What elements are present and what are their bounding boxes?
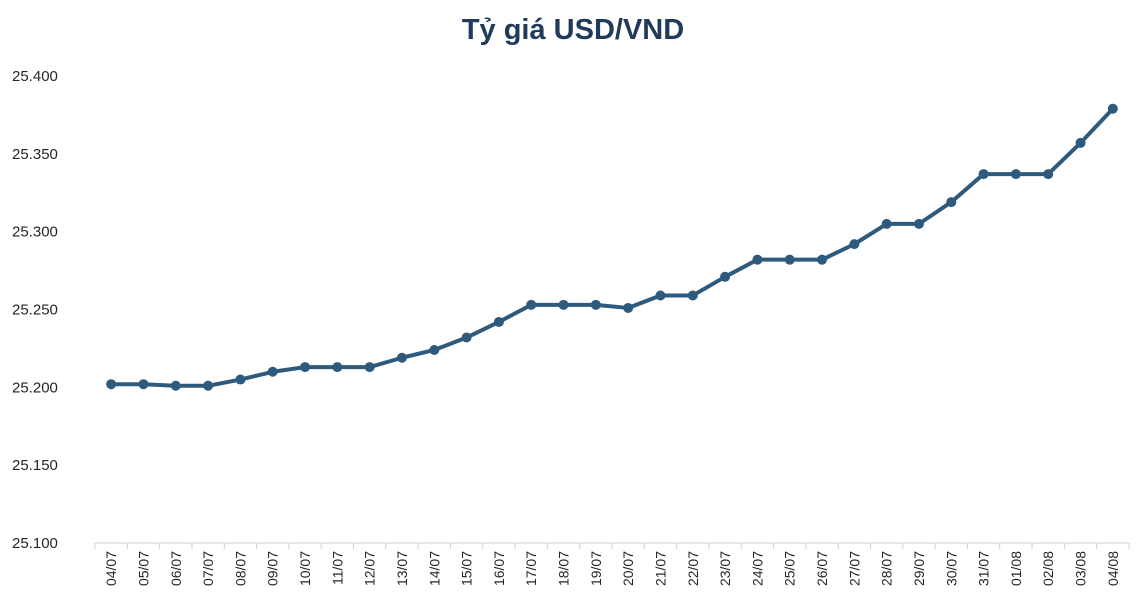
data-point [1010,169,1021,180]
data-point [1107,103,1118,114]
y-tick-label: 25.350 [12,146,58,163]
y-tick-label: 25.250 [12,302,58,319]
y-tick-label: 25.150 [12,457,58,474]
x-tick-label: 15/07 [459,551,475,586]
x-tick-label: 17/07 [523,551,539,586]
data-point [817,254,828,265]
data-point [687,290,698,301]
x-tick-label: 24/07 [749,551,765,586]
chart-title: Tỷ giá USD/VND [461,14,685,46]
data-point [623,302,634,313]
x-tick-label: 07/07 [200,551,216,586]
y-tick-label: 25.400 [12,68,58,85]
x-tick-label: 11/07 [329,551,345,585]
data-point [461,332,472,343]
y-tick-label: 25.200 [12,379,58,396]
y-tick-label: 25.100 [12,535,58,552]
data-point [138,379,149,390]
x-tick-label: 05/07 [135,551,151,586]
x-tick-label: 21/07 [652,551,668,586]
data-point [203,380,214,391]
x-tick-label: 28/07 [879,551,895,586]
x-tick-label: 23/07 [717,551,733,586]
data-point [720,271,731,282]
data-point [170,380,181,391]
data-point [526,299,537,310]
data-point [300,362,311,373]
data-point [235,374,246,385]
data-point [429,344,440,355]
x-tick-label: 04/07 [103,551,119,586]
data-point [106,379,117,390]
data-point [881,218,892,229]
x-tick-label: 12/07 [362,551,378,586]
data-point [332,362,343,373]
x-tick-label: 22/07 [685,551,701,586]
x-tick-label: 30/07 [943,551,959,586]
x-tick-label: 29/07 [911,551,927,586]
data-point [396,352,407,363]
x-tick-label: 08/07 [232,551,248,586]
data-point [1075,137,1086,148]
x-tick-label: 27/07 [846,551,862,586]
series-line [109,106,1115,388]
x-tick-label: 31/07 [976,551,992,586]
data-point [267,366,278,377]
data-point [1043,169,1054,180]
data-point [913,218,924,229]
data-point [493,316,504,327]
x-tick-label: 01/08 [1008,551,1024,586]
data-point [784,254,795,265]
data-point [752,254,763,265]
y-tick-label: 25.300 [12,224,58,241]
x-tick-label: 02/08 [1040,551,1056,586]
data-point [364,362,375,373]
x-tick-label: 19/07 [588,551,604,586]
x-tick-label: 18/07 [556,551,572,586]
data-point [558,299,569,310]
data-point [978,169,989,180]
x-tick-label: 26/07 [814,551,830,586]
data-point [946,197,957,208]
x-tick-label: 04/08 [1105,551,1121,586]
data-point [849,239,860,250]
x-tick-label: 06/07 [168,551,184,586]
x-tick-label: 16/07 [491,551,507,586]
x-tick-label: 09/07 [265,551,281,586]
x-tick-label: 10/07 [297,551,313,586]
x-tick-label: 14/07 [426,551,442,586]
x-tick-label: 25/07 [782,551,798,586]
x-tick-label: 03/08 [1073,551,1089,586]
x-tick-label: 13/07 [394,551,410,586]
data-point [655,290,666,301]
x-tick-label: 20/07 [620,551,636,586]
data-point [590,299,601,310]
